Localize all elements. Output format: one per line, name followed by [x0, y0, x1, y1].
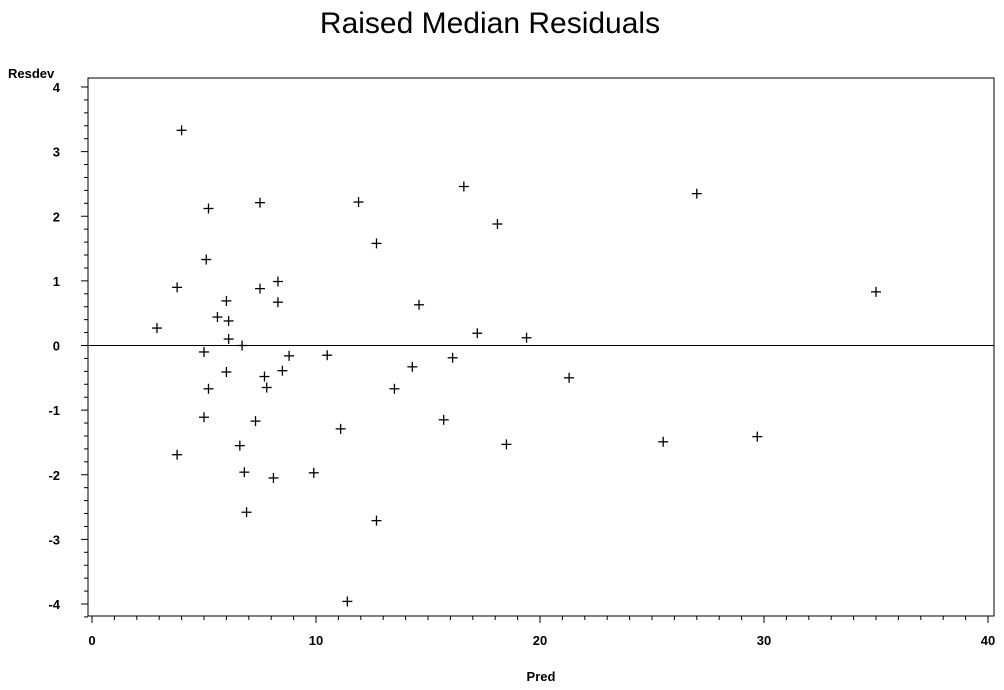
- data-point: [237, 340, 248, 351]
- data-point: [501, 439, 512, 450]
- data-point: [239, 467, 250, 478]
- y-tick-label: -1: [48, 403, 60, 418]
- data-point: [272, 276, 283, 287]
- data-point: [255, 197, 265, 208]
- y-tick-label: 1: [53, 274, 60, 289]
- data-point: [151, 323, 162, 334]
- y-tick-label: 3: [53, 145, 60, 160]
- y-tick-label: 0: [53, 339, 60, 354]
- x-tick-label: 0: [88, 633, 95, 648]
- y-tick-label: -3: [48, 532, 60, 547]
- data-point: [458, 181, 469, 192]
- data-point: [308, 467, 319, 478]
- data-point: [212, 312, 223, 323]
- plot-frame: [87, 77, 995, 617]
- data-point: [389, 383, 400, 394]
- data-point: [322, 350, 333, 361]
- data-point: [221, 295, 232, 306]
- data-point: [241, 507, 252, 518]
- y-tick-label: -2: [48, 468, 60, 483]
- data-point: [176, 125, 187, 136]
- data-point: [871, 286, 881, 297]
- data-point: [199, 346, 209, 357]
- y-tick-label: 4: [53, 80, 61, 95]
- data-point: [564, 372, 575, 383]
- y-axis-label: Resdev: [8, 66, 55, 81]
- data-point: [371, 515, 382, 526]
- y-tick-label: -4: [48, 597, 60, 612]
- data-point: [407, 361, 418, 372]
- data-point: [752, 431, 763, 442]
- y-axis: -4 -3 -2 -1 0 1 2 3 4: [48, 80, 88, 618]
- data-point: [284, 350, 295, 361]
- data-point: [259, 371, 270, 382]
- data-point: [342, 596, 353, 607]
- x-tick-label: 40: [981, 633, 995, 648]
- data-point: [371, 238, 382, 249]
- data-point: [234, 440, 245, 451]
- x-tick-label: 20: [533, 633, 547, 648]
- data-point: [250, 416, 261, 427]
- x-axis-label: Pred: [527, 669, 556, 684]
- data-point: [691, 188, 702, 199]
- data-point: [172, 449, 183, 460]
- data-point: [492, 219, 503, 230]
- data-point: [201, 254, 212, 265]
- data-point: [277, 365, 288, 376]
- data-point: [658, 436, 669, 447]
- data-points: [151, 125, 881, 607]
- data-point: [203, 203, 214, 214]
- data-point: [223, 334, 234, 345]
- data-point: [221, 366, 232, 377]
- data-point: [353, 197, 364, 208]
- data-point: [521, 332, 532, 343]
- data-point: [414, 299, 425, 310]
- data-point: [472, 328, 483, 339]
- chart-title: Raised Median Residuals: [320, 7, 660, 40]
- data-point: [199, 412, 209, 423]
- data-point: [203, 383, 214, 394]
- x-axis: 0 10 20 30 40: [88, 616, 995, 648]
- data-point: [335, 423, 346, 434]
- x-tick-label: 10: [309, 633, 323, 648]
- y-tick-label: 2: [53, 209, 60, 224]
- data-point: [172, 282, 183, 293]
- x-tick-label: 30: [757, 633, 771, 648]
- data-point: [272, 297, 283, 308]
- data-point: [268, 472, 279, 483]
- data-point: [255, 283, 265, 294]
- data-point: [223, 315, 234, 326]
- data-point: [438, 414, 449, 425]
- data-point: [447, 352, 458, 363]
- data-point: [261, 382, 272, 393]
